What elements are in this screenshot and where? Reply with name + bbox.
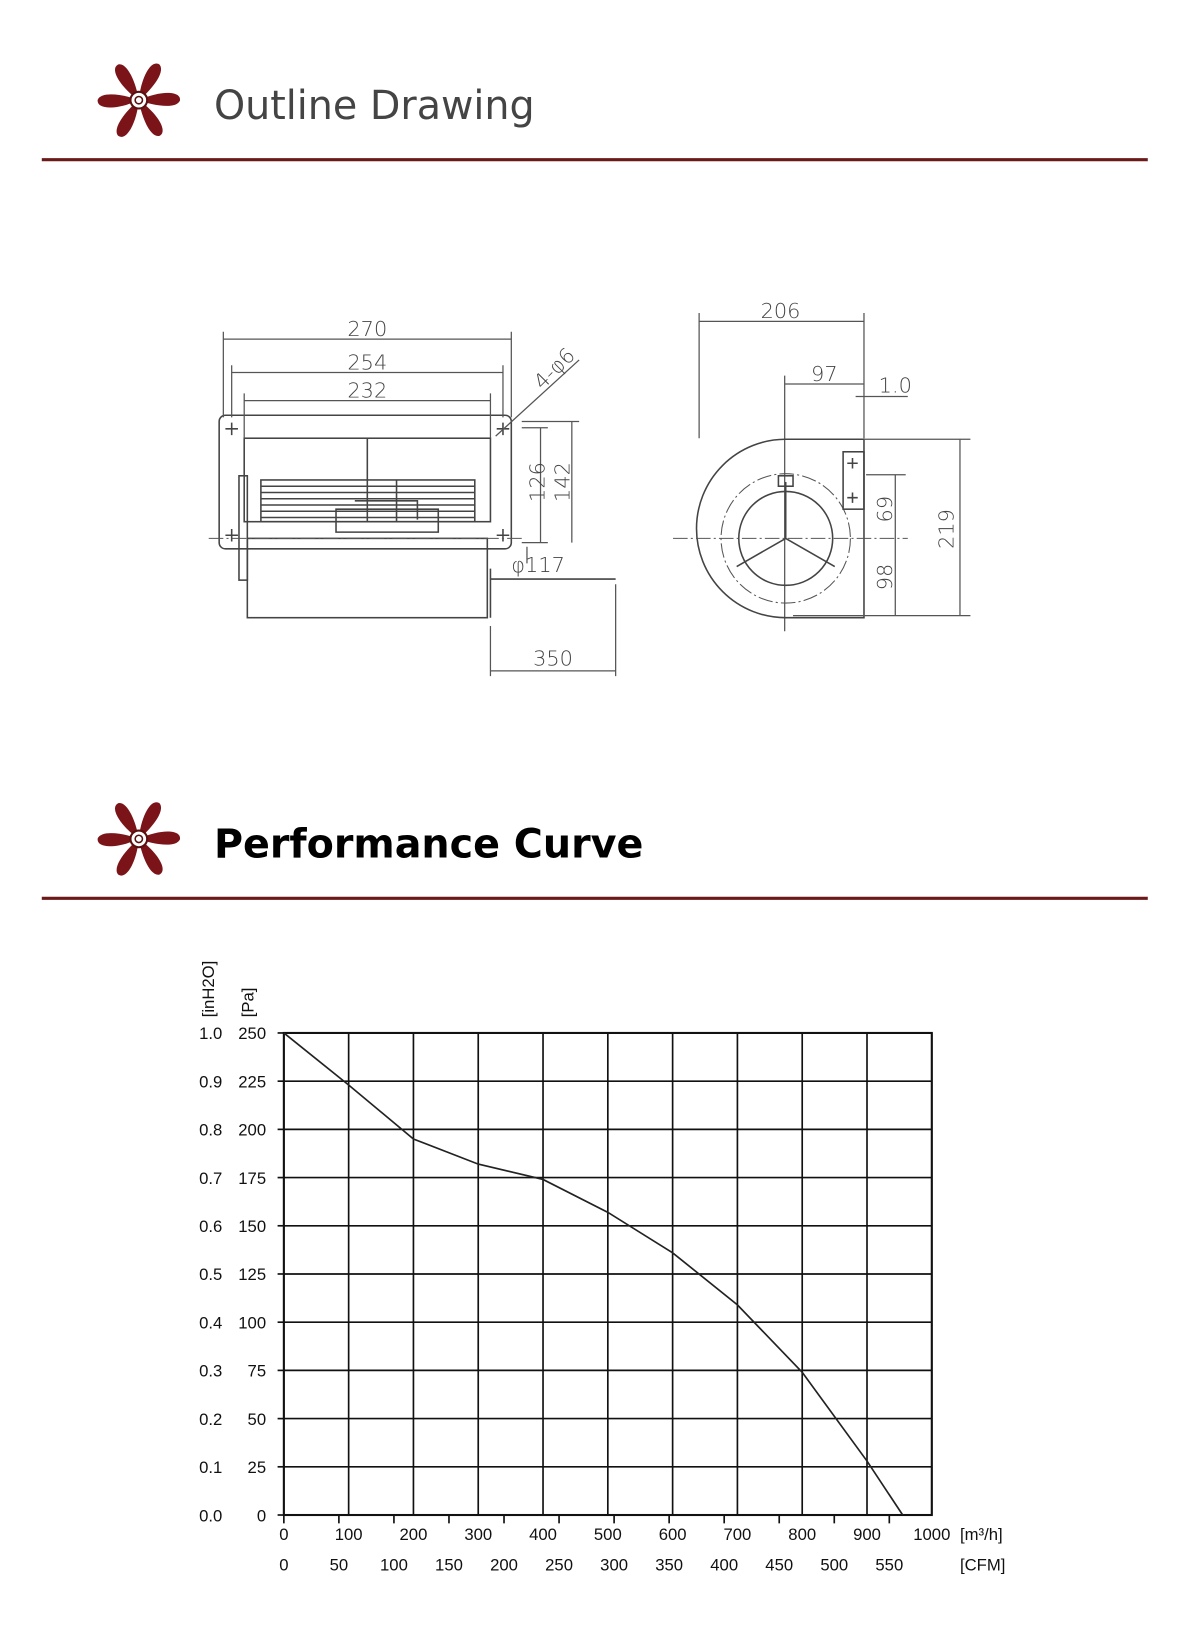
dimension: 97: [811, 362, 838, 386]
x2-tick-label: 50: [330, 1555, 349, 1574]
y2-tick-label: 1.0: [199, 1024, 222, 1043]
x2-tick-label: 150: [435, 1555, 463, 1574]
x2-tick-label: 0: [279, 1555, 288, 1574]
y2-tick-label: 0.6: [199, 1217, 222, 1236]
y2-tick-label: 0.2: [199, 1410, 222, 1429]
y2-axis-label: [inH2O]: [199, 961, 218, 1018]
x2-tick-label: 250: [545, 1555, 573, 1574]
x2-tick-label: 300: [600, 1555, 628, 1574]
outline-drawing: [208, 313, 971, 677]
x-tick-label: 300: [464, 1525, 492, 1544]
curve: [283, 1032, 904, 1516]
x-tick-label: 600: [659, 1525, 687, 1544]
fan-icon: [94, 61, 183, 139]
x-tick-label: 400: [529, 1525, 557, 1544]
x-tick-label: 900: [853, 1525, 881, 1544]
dimension: 254: [347, 350, 387, 374]
x2-tick-label: 400: [710, 1555, 738, 1574]
y-tick-label: 75: [248, 1362, 267, 1381]
y-tick-label: 225: [238, 1072, 266, 1091]
dimension: 1.0: [879, 373, 912, 397]
y2-tick-label: 0.0: [199, 1506, 222, 1525]
dimension: 142: [551, 462, 575, 502]
plot-frame: [282, 1031, 933, 1517]
dimension: 98: [873, 564, 897, 591]
y-axis-label: [Pa]: [239, 988, 258, 1018]
dimension: 69: [873, 496, 897, 523]
chart: 0 25 50 75 100 125 150 175 200 225 250 0.0 0.1 0.2 0.3…: [199, 961, 1005, 1575]
y-tick-label: 250: [238, 1024, 266, 1043]
x2-tick-label: 550: [875, 1555, 903, 1574]
y2-tick-label: 0.8: [199, 1121, 222, 1140]
x2-tick-label: 500: [820, 1555, 848, 1574]
x2-axis-label: [CFM]: [960, 1555, 1005, 1574]
section-title: Performance Curve: [214, 822, 643, 868]
x2-tick-label: 200: [490, 1555, 518, 1574]
dimension: 219: [935, 509, 959, 549]
x-tick-label: 0: [279, 1525, 288, 1544]
y2-tick-label: 0.9: [199, 1072, 222, 1091]
y-tick-label: 0: [257, 1506, 266, 1525]
y-tick-label: 25: [248, 1458, 267, 1477]
y-tick-label: 150: [238, 1217, 266, 1236]
x-tick-label: 500: [594, 1525, 622, 1544]
dimension: 206: [761, 299, 801, 323]
x-tick-label: 800: [788, 1525, 816, 1544]
y-tick-label: 50: [248, 1410, 267, 1429]
y-tick-label: 100: [238, 1313, 266, 1332]
x2-tick-label: 350: [655, 1555, 683, 1574]
dimension: 126: [526, 462, 550, 502]
y2-tick-label: 0.4: [199, 1313, 222, 1332]
y2-tick-label: 0.5: [199, 1265, 222, 1284]
x-tick-label: 100: [335, 1525, 363, 1544]
x-axis-label: [m³/h]: [960, 1525, 1003, 1544]
x-tick-label: 700: [723, 1525, 751, 1544]
dimension: 270: [347, 317, 387, 341]
x-tick-label: 200: [400, 1525, 428, 1544]
dimension: 350: [533, 647, 573, 671]
y2-tick-label: 0.3: [199, 1362, 222, 1381]
y2-tick-label: 0.1: [199, 1458, 222, 1477]
y2-tick-label: 0.7: [199, 1169, 222, 1188]
dimension: φ117: [511, 553, 565, 577]
y-tick-label: 125: [238, 1265, 266, 1284]
fan-icon: [94, 800, 183, 878]
y-tick-label: 200: [238, 1121, 266, 1140]
x-tick-label: 1000: [913, 1525, 950, 1544]
x2-tick-label: 100: [380, 1555, 408, 1574]
section-title: Outline Drawing: [214, 83, 535, 129]
dimension: 232: [347, 379, 387, 403]
y-tick-label: 175: [238, 1169, 266, 1188]
x2-tick-label: 450: [765, 1555, 793, 1574]
dimension: 4-φ6: [529, 343, 580, 394]
